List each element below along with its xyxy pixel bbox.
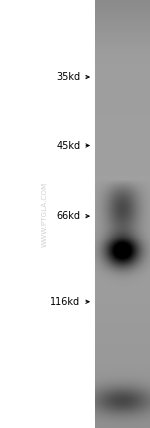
- Text: 116kd: 116kd: [50, 297, 80, 307]
- Text: 45kd: 45kd: [56, 140, 80, 151]
- Text: 35kd: 35kd: [56, 72, 80, 82]
- Text: WWW.PTGLA.COM: WWW.PTGLA.COM: [42, 181, 48, 247]
- Text: 66kd: 66kd: [56, 211, 80, 221]
